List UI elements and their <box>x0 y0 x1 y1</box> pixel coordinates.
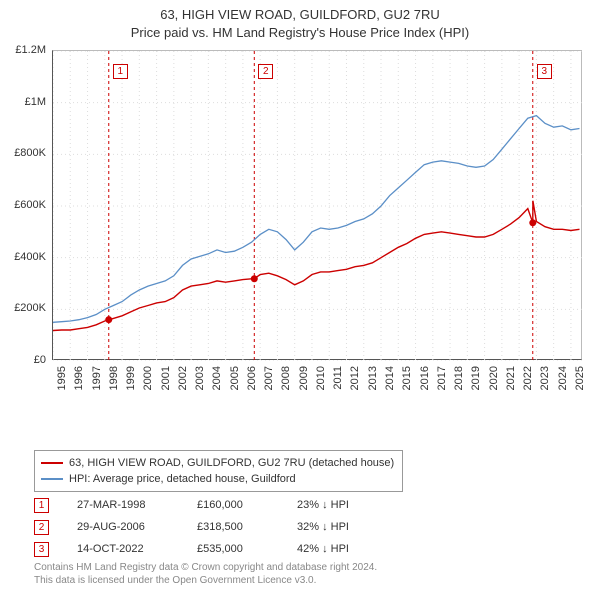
ytick-label: £0 <box>0 354 46 366</box>
sale-diff: 23% ↓ HPI <box>297 499 397 511</box>
xtick-label: 2018 <box>453 366 465 406</box>
xtick-label: 2021 <box>505 366 517 406</box>
sale-price: £318,500 <box>197 521 277 533</box>
sale-row: 2 29-AUG-2006 £318,500 32% ↓ HPI <box>34 516 397 538</box>
xtick-label: 2023 <box>539 366 551 406</box>
plot-svg <box>53 51 583 361</box>
xtick-label: 2012 <box>349 366 361 406</box>
marker-box-3: 3 <box>537 64 552 79</box>
series-hpi <box>53 116 580 323</box>
xtick-label: 2016 <box>419 366 431 406</box>
series-price_paid <box>53 201 580 331</box>
sale-dot-3 <box>529 219 536 226</box>
legend-label: 63, HIGH VIEW ROAD, GUILDFORD, GU2 7RU (… <box>69 457 394 469</box>
title-line-2: Price paid vs. HM Land Registry's House … <box>0 24 600 42</box>
legend-swatch <box>41 478 63 480</box>
xtick-label: 2024 <box>557 366 569 406</box>
chart-container: 63, HIGH VIEW ROAD, GUILDFORD, GU2 7RU P… <box>0 0 600 590</box>
xtick-label: 2005 <box>229 366 241 406</box>
xtick-label: 2009 <box>298 366 310 406</box>
xtick-label: 2000 <box>142 366 154 406</box>
sale-dot-1 <box>105 316 112 323</box>
xtick-label: 2025 <box>574 366 586 406</box>
xtick-label: 1998 <box>108 366 120 406</box>
ytick-label: £1.2M <box>0 44 46 56</box>
sale-row: 1 27-MAR-1998 £160,000 23% ↓ HPI <box>34 494 397 516</box>
ytick-label: £400K <box>0 251 46 263</box>
marker-box-1: 1 <box>113 64 128 79</box>
legend-row: HPI: Average price, detached house, Guil… <box>41 471 394 487</box>
attribution-line-1: Contains HM Land Registry data © Crown c… <box>34 562 377 575</box>
sale-diff: 32% ↓ HPI <box>297 521 397 533</box>
xtick-label: 2015 <box>401 366 413 406</box>
xtick-label: 2003 <box>194 366 206 406</box>
sale-price: £535,000 <box>197 543 277 555</box>
xtick-label: 2011 <box>332 366 344 406</box>
sale-price: £160,000 <box>197 499 277 511</box>
sale-diff: 42% ↓ HPI <box>297 543 397 555</box>
xtick-label: 1997 <box>91 366 103 406</box>
ytick-label: £1M <box>0 96 46 108</box>
legend-swatch <box>41 462 63 464</box>
xtick-label: 2007 <box>263 366 275 406</box>
sale-marker-box: 1 <box>34 498 49 513</box>
title-block: 63, HIGH VIEW ROAD, GUILDFORD, GU2 7RU P… <box>0 0 600 41</box>
xtick-label: 2008 <box>280 366 292 406</box>
xtick-label: 2014 <box>384 366 396 406</box>
ytick-label: £800K <box>0 147 46 159</box>
xtick-label: 1995 <box>56 366 68 406</box>
xtick-label: 1996 <box>73 366 85 406</box>
sale-marker-box: 3 <box>34 542 49 557</box>
sale-marker-box: 2 <box>34 520 49 535</box>
marker-box-2: 2 <box>258 64 273 79</box>
sale-date: 14-OCT-2022 <box>77 543 177 555</box>
sales-table: 1 27-MAR-1998 £160,000 23% ↓ HPI 2 29-AUG-200… <box>34 494 397 560</box>
attribution-line-2: This data is licensed under the Open Gov… <box>34 575 377 588</box>
sale-date: 27-MAR-1998 <box>77 499 177 511</box>
xtick-label: 2002 <box>177 366 189 406</box>
ytick-label: £200K <box>0 302 46 314</box>
sale-row: 3 14-OCT-2022 £535,000 42% ↓ HPI <box>34 538 397 560</box>
xtick-label: 1999 <box>125 366 137 406</box>
xtick-label: 2013 <box>367 366 379 406</box>
xtick-label: 2019 <box>470 366 482 406</box>
chart-area: £0£200K£400K£600K£800K£1M£1.2M 199519961… <box>52 50 582 400</box>
sale-date: 29-AUG-2006 <box>77 521 177 533</box>
plot-region <box>52 50 582 360</box>
xtick-label: 2022 <box>522 366 534 406</box>
legend: 63, HIGH VIEW ROAD, GUILDFORD, GU2 7RU (… <box>34 450 403 492</box>
xtick-label: 2004 <box>211 366 223 406</box>
xtick-label: 2010 <box>315 366 327 406</box>
legend-row: 63, HIGH VIEW ROAD, GUILDFORD, GU2 7RU (… <box>41 455 394 471</box>
legend-label: HPI: Average price, detached house, Guil… <box>69 473 296 485</box>
ytick-label: £600K <box>0 199 46 211</box>
sale-dot-2 <box>251 275 258 282</box>
xtick-label: 2006 <box>246 366 258 406</box>
title-line-1: 63, HIGH VIEW ROAD, GUILDFORD, GU2 7RU <box>0 6 600 24</box>
xtick-label: 2001 <box>160 366 172 406</box>
xtick-label: 2017 <box>436 366 448 406</box>
xtick-label: 2020 <box>488 366 500 406</box>
attribution: Contains HM Land Registry data © Crown c… <box>34 562 377 587</box>
